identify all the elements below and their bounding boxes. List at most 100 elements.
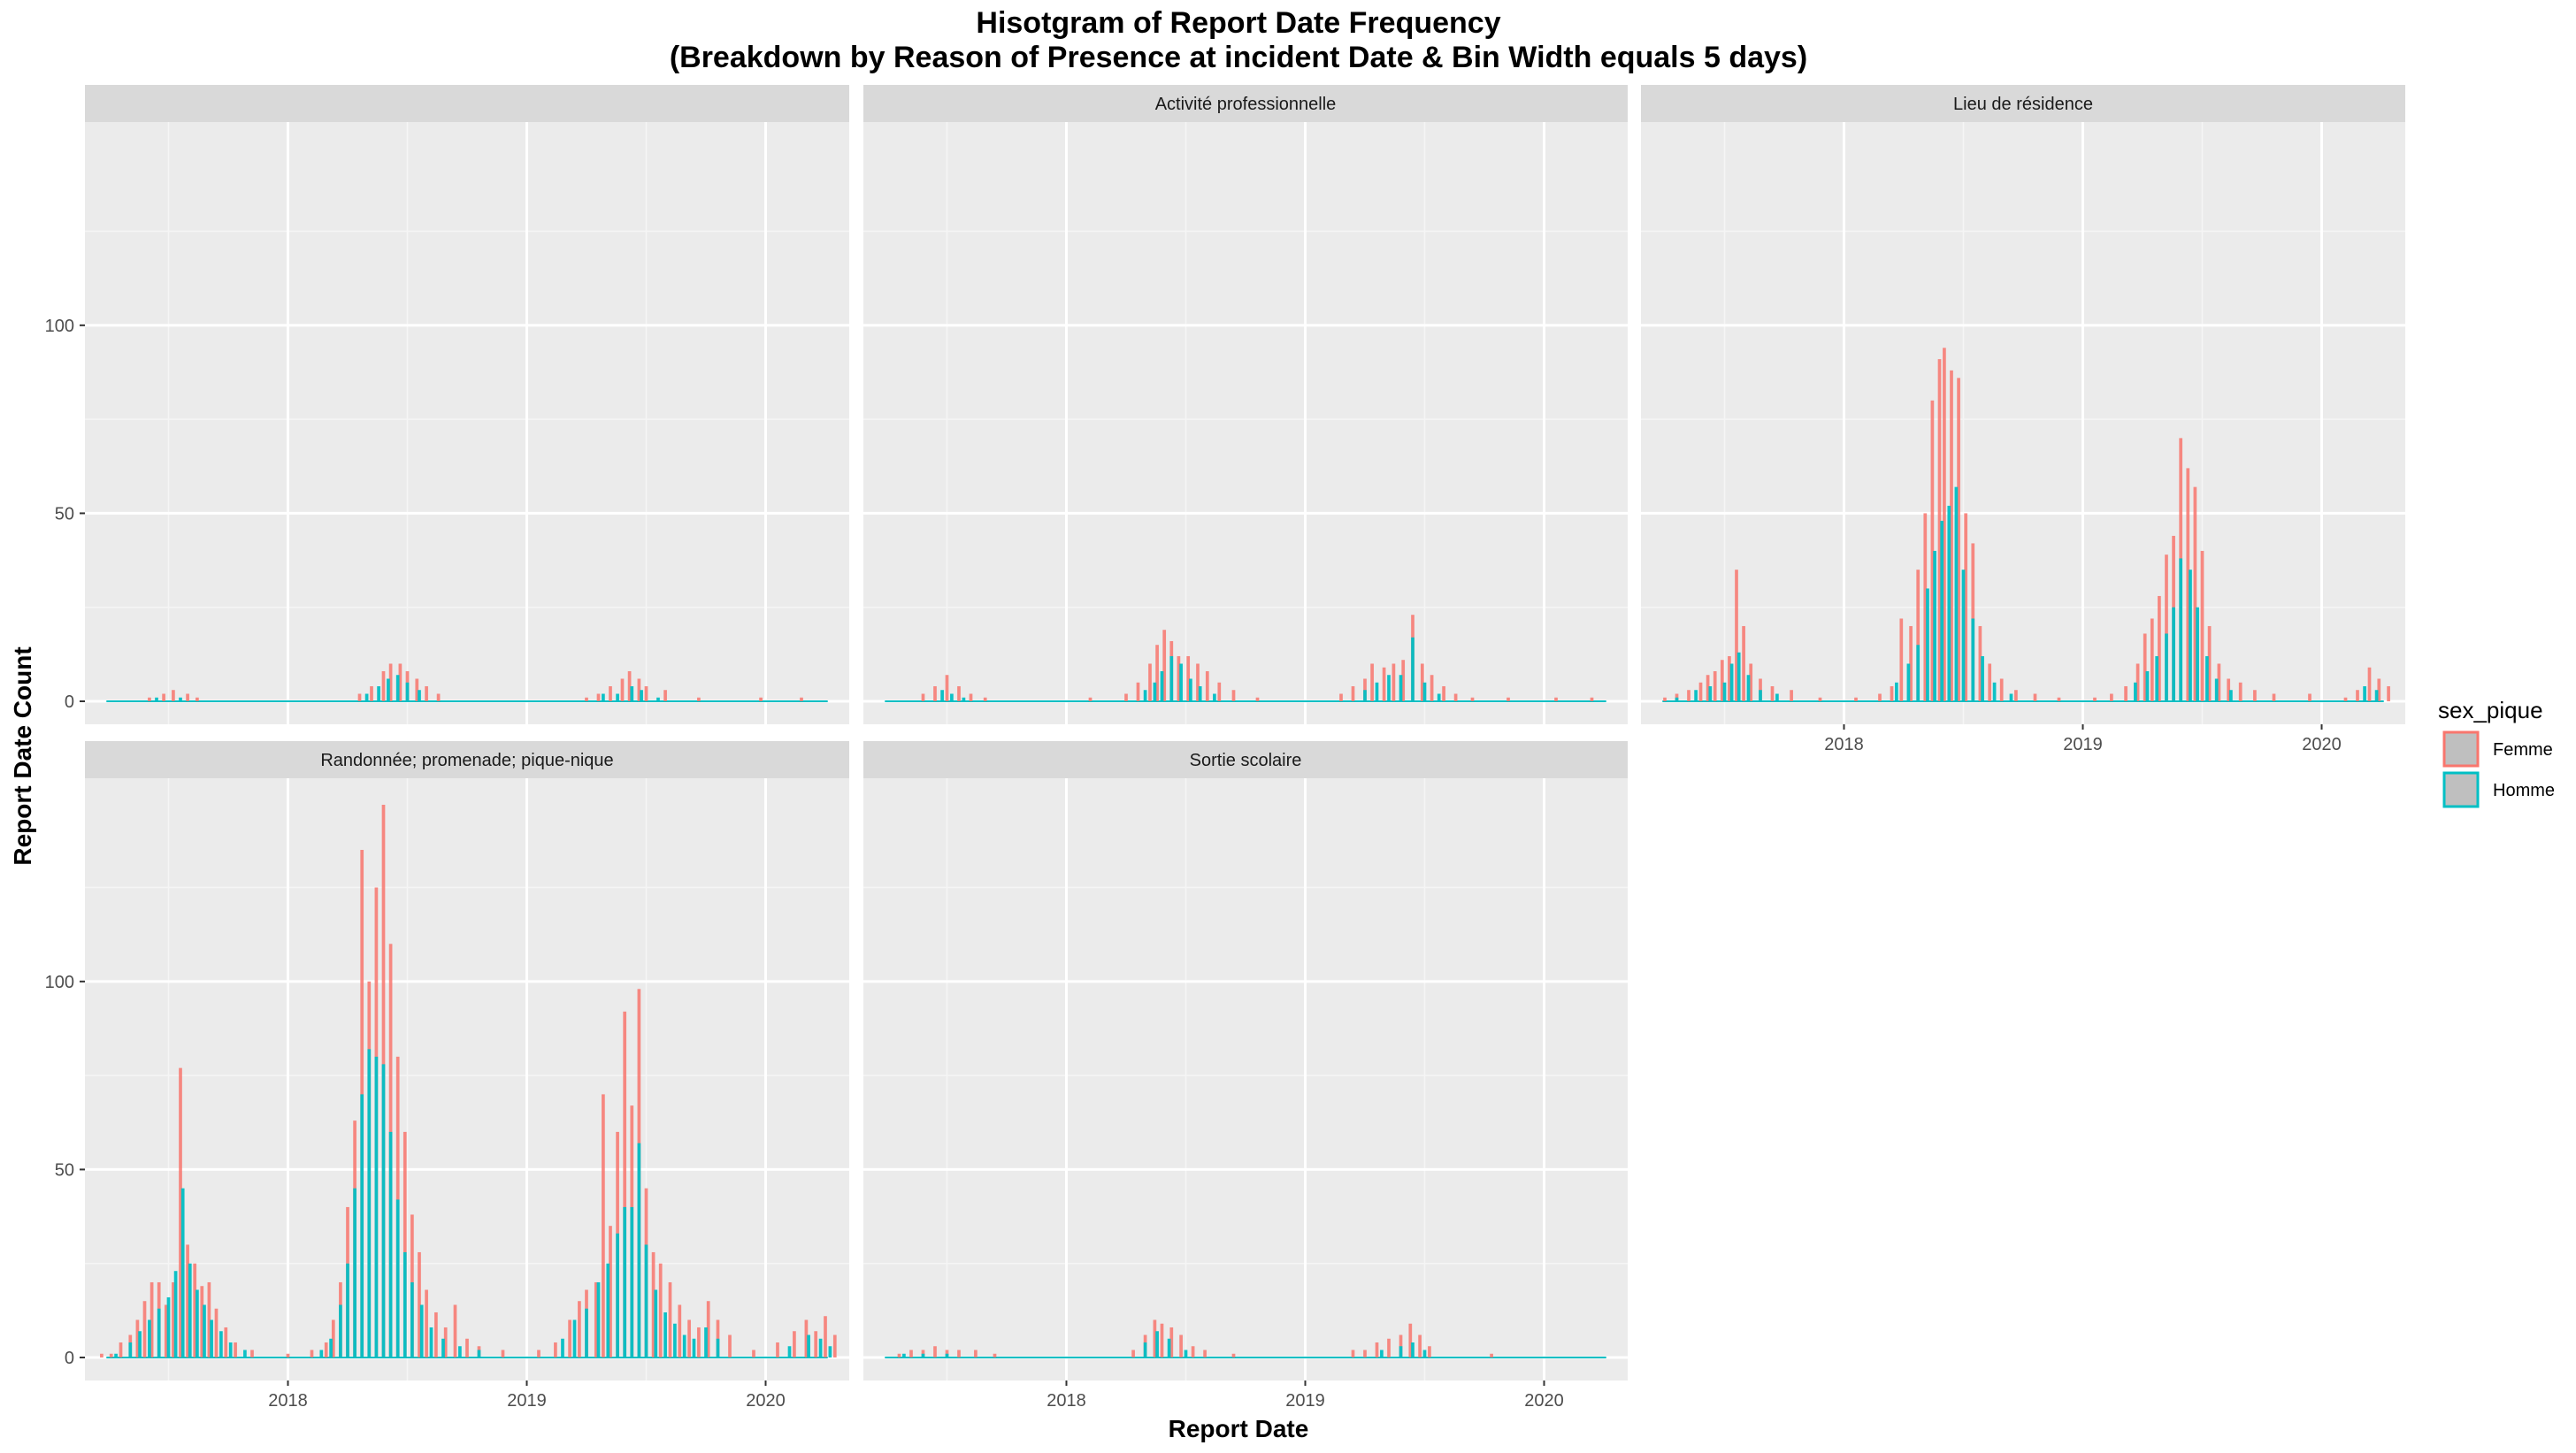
bar-femme (1430, 675, 1434, 701)
facet-panel-sortie-scolaire-4: Sortie scolaire 2018 2019 2020 (863, 741, 1628, 1411)
bar-homme (138, 1331, 142, 1357)
bar-homme (319, 1350, 324, 1357)
bar-femme (1878, 693, 1882, 701)
bar-femme (2238, 682, 2242, 701)
bar-homme (1906, 663, 1911, 701)
legend-label-homme: Homme (2493, 781, 2555, 800)
bar-femme (2207, 625, 2212, 701)
bar-homme (962, 697, 966, 701)
bar-homme (395, 675, 400, 701)
bar-femme (402, 1131, 407, 1357)
bar-homme (616, 693, 619, 701)
bar-femme (1375, 1342, 1379, 1357)
bar-femme (668, 1281, 672, 1357)
bar-femme (1735, 570, 1738, 701)
bar-femme (214, 1308, 218, 1357)
bar-homme (787, 1346, 792, 1357)
series-homme (155, 675, 660, 701)
facet-panel-randonnee-promenade-pique-nique-3: Randonnée; promenade; pique-nique 0 50 100 2… (45, 741, 849, 1411)
bar-femme (1124, 693, 1128, 701)
bar-femme (1490, 1353, 1493, 1357)
bar-femme (1428, 1346, 1431, 1357)
facet-panel-activite-professionnelle-1: Activité professionnelle (863, 85, 1628, 724)
bar-femme (193, 1263, 197, 1357)
bar-femme (186, 1244, 189, 1357)
bar-homme (114, 1353, 118, 1357)
bar-femme (381, 670, 386, 701)
bar-homme (2205, 655, 2209, 701)
bar-femme (814, 1331, 818, 1357)
bar-femme (1943, 348, 1946, 701)
bar-femme (1728, 655, 1731, 701)
bar-homme (2172, 607, 2175, 701)
bar-homme (387, 678, 390, 701)
bar-femme (1590, 697, 1594, 701)
facet-strip-label: Lieu de résidence (1953, 95, 2093, 114)
panel-background (863, 778, 1628, 1380)
x-tick-label: 2018 (1046, 1391, 1086, 1411)
bar-homme (945, 1353, 949, 1357)
bar-femme (1909, 625, 1913, 701)
bar-femme (453, 1304, 457, 1357)
series-homme (902, 1331, 1427, 1357)
bar-femme (1453, 693, 1458, 701)
bar-femme (1923, 513, 1928, 701)
bar-femme (1698, 682, 1703, 701)
x-tick-label: 2020 (1524, 1391, 1564, 1411)
panel-background (85, 778, 849, 1380)
bar-femme (142, 1301, 147, 1357)
bar-femme (2377, 678, 2381, 701)
bar-femme (1196, 663, 1200, 701)
chart-title: Hisotgram of Report Date Frequency (976, 6, 1500, 40)
bar-femme (1231, 1353, 1236, 1357)
bar-femme (1854, 697, 1858, 701)
bar-femme (1191, 1346, 1195, 1357)
bar-femme (1770, 685, 1775, 701)
bar-homme (1399, 675, 1403, 701)
bar-femme (957, 1350, 961, 1357)
bar-femme (1370, 663, 1374, 701)
bar-homme (1940, 520, 1944, 701)
bar-femme (1136, 682, 1140, 701)
bar-homme (1399, 1346, 1403, 1357)
bar-femme (1930, 400, 1935, 701)
bar-homme (673, 1323, 677, 1357)
bar-homme (219, 1331, 223, 1357)
bar-femme (728, 1334, 732, 1357)
bar-femme (1401, 660, 1406, 701)
legend-key-homme (2442, 771, 2480, 808)
bar-femme (800, 697, 803, 701)
bar-femme (2150, 618, 2154, 701)
bar-femme (596, 693, 601, 701)
bar-femme (993, 1353, 997, 1357)
bar-femme (1392, 663, 1396, 701)
bar-homme (602, 693, 605, 701)
bar-homme (640, 690, 643, 701)
bar-femme (434, 1312, 438, 1357)
bar-homme (346, 1263, 349, 1357)
bar-homme (921, 1353, 925, 1357)
y-tick-label: 100 (45, 317, 74, 336)
bar-femme (443, 1327, 448, 1357)
bar-femme (135, 1319, 140, 1357)
bar-homme (458, 1346, 462, 1357)
bar-femme (752, 1350, 755, 1357)
bar-femme (1742, 625, 1745, 701)
bar-homme (1153, 682, 1157, 701)
bar-femme (832, 1334, 837, 1357)
bar-homme (155, 697, 158, 701)
bar-femme (921, 693, 925, 701)
bar-femme (697, 1327, 701, 1357)
y-tick-label: 0 (65, 1349, 74, 1368)
bar-femme (1506, 697, 1510, 701)
bar-homme (210, 1319, 213, 1357)
bar-femme (186, 693, 189, 701)
bar-femme (627, 670, 632, 701)
bar-femme (1153, 1319, 1157, 1357)
bar-femme (310, 1350, 314, 1357)
bar-homme (402, 1251, 407, 1357)
bar-femme (1351, 685, 1355, 701)
bar-homme (377, 685, 380, 701)
bar-femme (286, 1353, 290, 1357)
series-homme (1675, 486, 2379, 701)
